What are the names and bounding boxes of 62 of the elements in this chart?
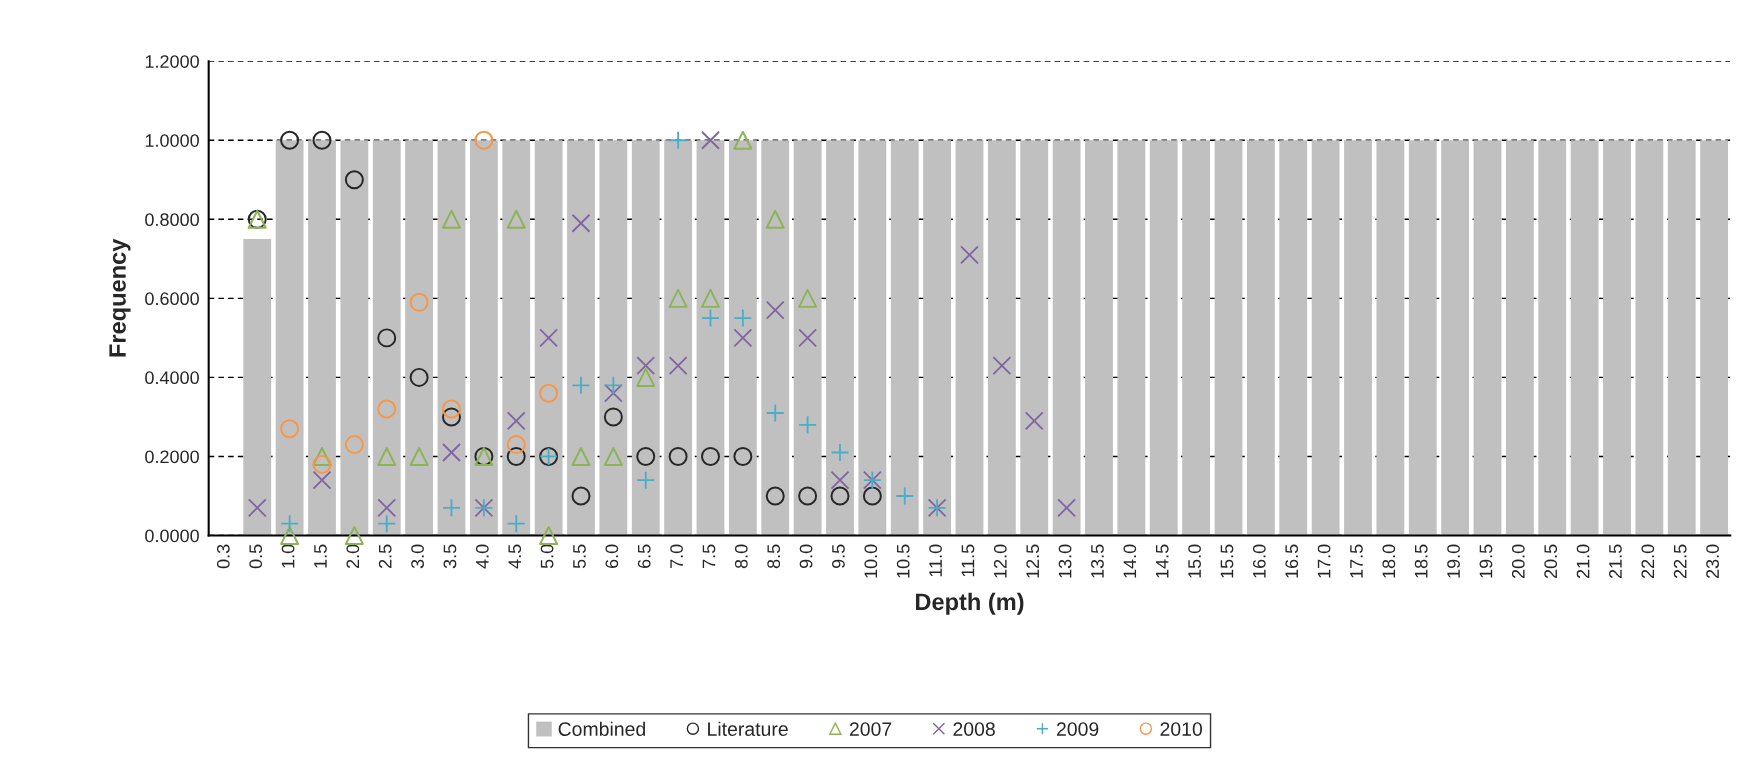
x-tick-label: 3.5 <box>443 544 457 569</box>
x-tick-label: 2.5 <box>378 544 392 569</box>
x-tick-label: 21.0 <box>1576 544 1590 579</box>
x-tick-label: 14.0 <box>1123 544 1137 578</box>
x-tick-label: 5.5 <box>573 544 586 569</box>
x-tick-label: 7.5 <box>702 544 716 569</box>
x-tick-label: 15.0 <box>1188 544 1201 578</box>
x-tick-label: 22.0 <box>1641 544 1655 579</box>
y-axis-title: Frequency <box>109 238 131 357</box>
x-tick-label: 1.0 <box>281 544 295 568</box>
x-tick-label: 13.0 <box>1058 544 1072 578</box>
y-tick-label: 1.0000 <box>145 134 199 147</box>
x-tick-label: 21.5 <box>1609 544 1622 579</box>
legend-label: Combined <box>558 721 645 737</box>
x-tick-label: 5.0 <box>540 544 554 569</box>
x-tick-label: 10.5 <box>896 544 910 578</box>
x-tick-label: 10.0 <box>864 544 878 578</box>
y-tick-label: 0.8000 <box>145 213 199 227</box>
x-tick-label: 17.5 <box>1350 544 1363 578</box>
x-tick-label: 0.3 <box>216 544 230 569</box>
x-tick-label: 20.5 <box>1544 544 1558 579</box>
x-tick-label: 6.0 <box>605 544 619 569</box>
x-tick-label: 16.5 <box>1285 544 1299 578</box>
legend-label: 2010 <box>1160 722 1203 737</box>
x-tick-label: 0.5 <box>249 544 263 569</box>
x-tick-label: 19.0 <box>1447 544 1460 578</box>
x-tick-label: 18.5 <box>1414 544 1428 578</box>
x-tick-label: 23.0 <box>1706 544 1719 579</box>
legend-label: 2008 <box>953 722 995 737</box>
x-tick-label: 20.0 <box>1511 544 1525 579</box>
x-tick-label: 4.0 <box>475 544 489 569</box>
x-tick-label: 9.0 <box>799 544 813 569</box>
y-tick-label: 1.2000 <box>145 55 199 68</box>
x-tick-label: 8.0 <box>734 544 748 569</box>
x-tick-label: 11.5 <box>961 544 975 577</box>
x-axis-title: Depth (m) <box>915 592 1024 615</box>
x-tick-label: 2.0 <box>346 544 360 569</box>
y-tick-label: 0.6000 <box>145 292 199 306</box>
x-tick-label: 3.0 <box>411 544 424 569</box>
x-tick-label: 18.0 <box>1382 544 1396 578</box>
x-tick-label: 22.5 <box>1673 544 1687 579</box>
x-tick-label: 8.5 <box>767 544 781 569</box>
x-tick-label: 19.5 <box>1479 544 1493 578</box>
x-tick-label: 6.5 <box>637 544 651 569</box>
x-tick-label: 1.5 <box>314 544 327 568</box>
legend-label: 2009 <box>1056 722 1099 737</box>
legend-label: Literature <box>708 721 788 737</box>
x-tick-label: 16.0 <box>1252 544 1266 578</box>
y-tick-label: 0.0000 <box>145 529 199 543</box>
x-tick-label: 12.0 <box>993 544 1007 578</box>
x-tick-label: 9.5 <box>832 544 845 569</box>
x-tick-label: 15.5 <box>1220 544 1234 578</box>
y-tick-label: 0.2000 <box>145 450 199 464</box>
x-tick-label: 11.0 <box>929 544 942 577</box>
y-tick-label: 0.4000 <box>145 371 199 385</box>
x-tick-label: 17.0 <box>1317 544 1331 578</box>
legend-label: 2007 <box>849 722 892 737</box>
x-tick-label: 4.5 <box>508 544 522 569</box>
x-tick-label: 12.5 <box>1026 544 1040 578</box>
x-tick-label: 14.5 <box>1155 544 1169 578</box>
x-tick-label: 7.0 <box>670 544 683 569</box>
x-tick-label: 13.5 <box>1091 544 1104 578</box>
